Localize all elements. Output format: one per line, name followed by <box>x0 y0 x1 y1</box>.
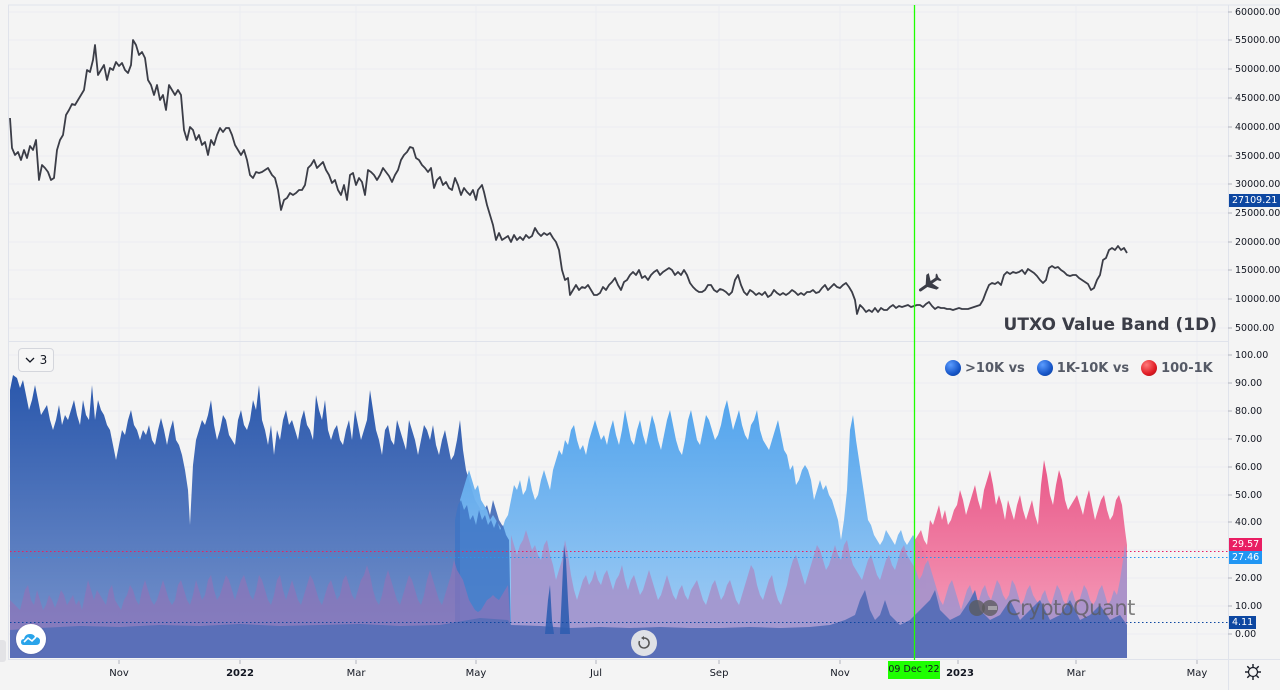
legend-label: 1K-10K vs <box>1056 360 1130 376</box>
time-axis[interactable]: Nov 2022 Mar May Jul Sep Nov 2023 Mar Ma… <box>109 660 1207 679</box>
band-tick: 0.00 <box>1235 629 1256 640</box>
legend-item-1k-10k[interactable]: 1K-10K vs <box>1036 360 1130 376</box>
price-tick: 20000.00 <box>1235 237 1280 248</box>
pane-count: 3 <box>39 353 48 367</box>
band-tick: 10.00 <box>1235 601 1262 612</box>
crosshair-date-label: 09 Dec '22 <box>888 661 940 679</box>
time-tick: May <box>1187 668 1208 679</box>
price-line <box>9 39 1128 315</box>
price-tick: 55000.00 <box>1235 35 1280 46</box>
legend-item-100-1k[interactable]: 100-1K <box>1141 360 1213 376</box>
band-marker-100-1k: 29.57 <box>1229 538 1263 551</box>
price-tick: 15000.00 <box>1235 265 1280 276</box>
price-tick: 40000.00 <box>1235 122 1280 133</box>
band-tick: 20.00 <box>1235 573 1262 584</box>
price-tick: 60000.00 <box>1235 7 1280 18</box>
side-panel-handle[interactable] <box>0 640 6 662</box>
time-tick: Nov <box>109 668 129 679</box>
price-tick: 50000.00 <box>1235 64 1280 75</box>
reset-icon <box>638 636 650 649</box>
time-tick: 2022 <box>226 668 254 679</box>
price-tick: 5000.00 <box>1235 323 1274 334</box>
red-circle-icon <box>1141 360 1158 376</box>
time-tick: 2023 <box>946 668 974 679</box>
band-tick: 100.00 <box>1235 350 1268 361</box>
band-marker-gt10k: 4.11 <box>1229 616 1257 629</box>
legend-item-gt10k[interactable]: >10K vs <box>945 360 1025 376</box>
band-tick: 50.00 <box>1235 490 1262 501</box>
band-tick: 90.00 <box>1235 378 1262 389</box>
watermark: CryptoQuant <box>968 596 1135 620</box>
time-tick: Mar <box>1067 668 1087 679</box>
band-axis: 100.00 90.00 80.00 70.00 60.00 50.00 40.… <box>1228 350 1268 640</box>
price-tick: 30000.00 <box>1235 179 1280 190</box>
price-tick: 45000.00 <box>1235 93 1280 104</box>
band-marker-1k-10k: 27.46 <box>1229 551 1263 564</box>
price-axis: 60000.00 55000.00 50000.00 45000.00 4000… <box>1228 7 1280 334</box>
chart-title: UTXO Value Band (1D) <box>1003 315 1217 335</box>
settings-gear-icon[interactable] <box>1244 663 1262 681</box>
time-tick: Mar <box>347 668 367 679</box>
time-tick: May <box>466 668 487 679</box>
band-tick: 80.00 <box>1235 406 1262 417</box>
cryptoquant-logo-button[interactable] <box>16 624 46 654</box>
legend-label: 100-1K <box>1161 360 1213 376</box>
blue-circle-icon <box>1036 360 1053 376</box>
price-tick: 25000.00 <box>1235 208 1280 219</box>
blue-circle-icon <box>945 360 961 376</box>
time-tick: Jul <box>589 668 602 679</box>
time-tick: Nov <box>830 668 850 679</box>
pane-toggle-button[interactable]: 3 <box>18 348 54 372</box>
chevron-down-icon <box>25 357 35 363</box>
price-tick: 35000.00 <box>1235 151 1280 162</box>
band-tick: 40.00 <box>1235 517 1262 528</box>
legend-label: >10K vs <box>965 360 1025 376</box>
price-tick: 10000.00 <box>1235 294 1280 305</box>
cryptoquant-mark-icon <box>969 600 998 616</box>
cloud-chart-icon <box>21 634 40 645</box>
reset-chart-button[interactable] <box>631 630 657 656</box>
band-tick: 60.00 <box>1235 462 1262 473</box>
band-tick: 70.00 <box>1235 434 1262 445</box>
time-tick: Sep <box>710 668 729 679</box>
airplane-icon[interactable] <box>914 269 944 298</box>
legend: >10K vs 1K-10K vs 100-1K <box>945 360 1219 376</box>
watermark-text: CryptoQuant <box>1006 596 1135 620</box>
price-gridlines <box>9 5 1228 341</box>
current-price-label: 27109.21 <box>1229 194 1280 207</box>
